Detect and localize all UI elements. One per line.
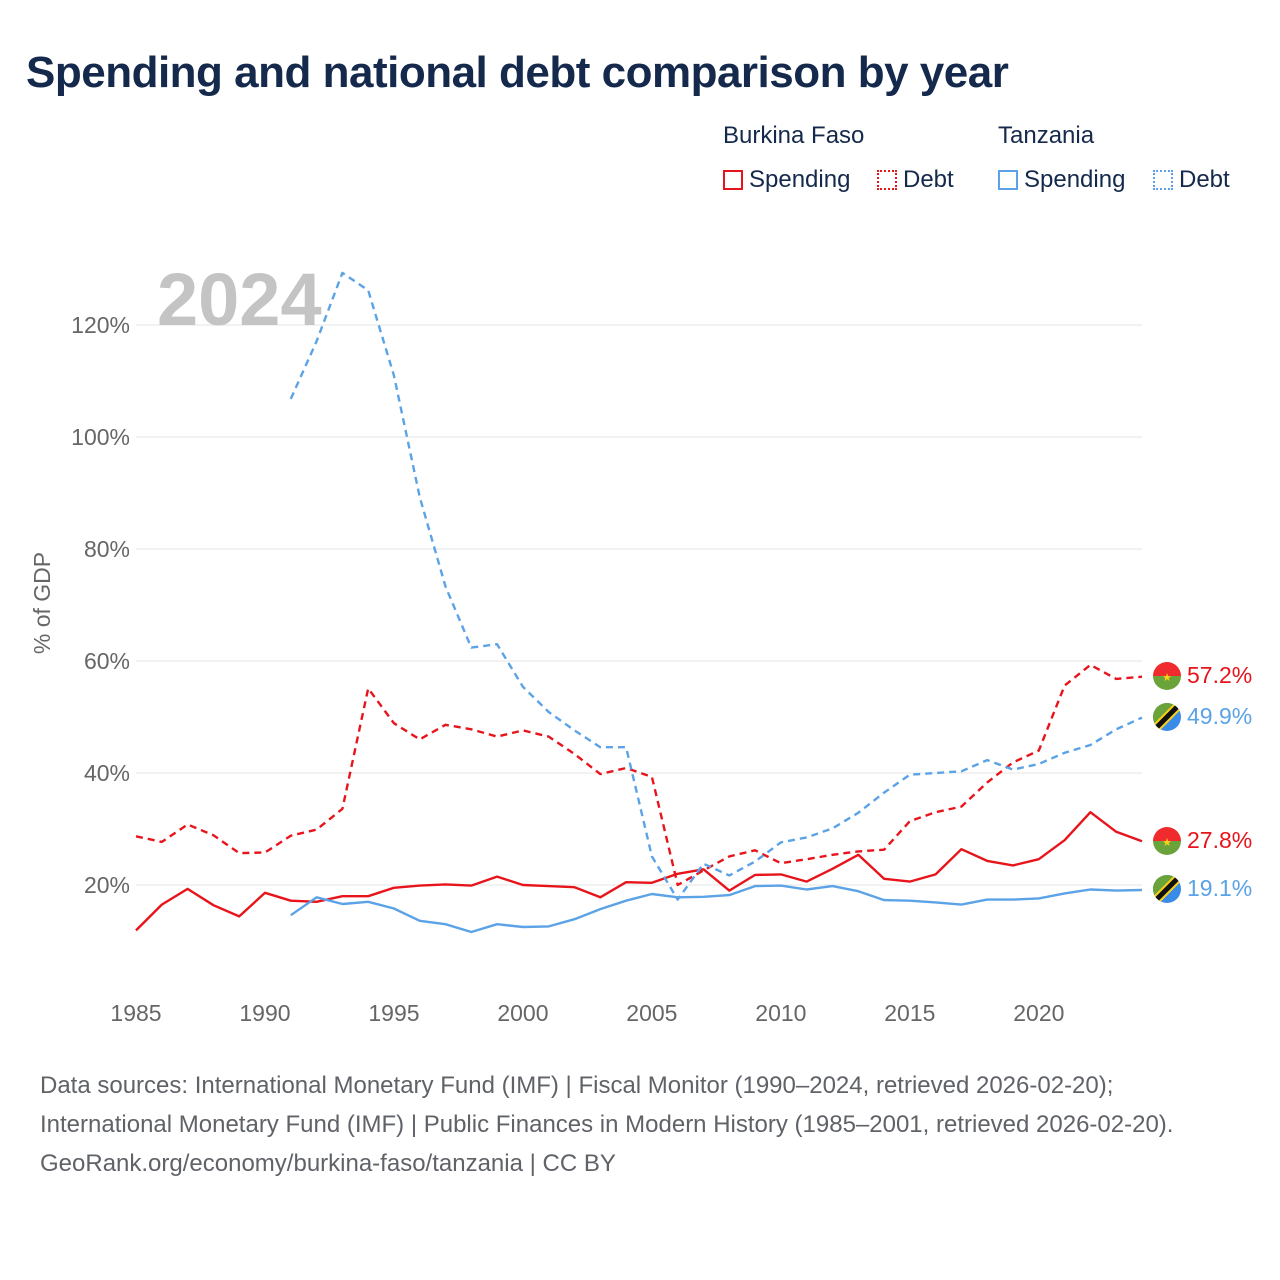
legend-label: Spending [749, 166, 851, 193]
legend-swatch-dotted [1153, 170, 1173, 190]
series-line-tanzania-debt[interactable] [289, 271, 1143, 901]
series-line-burkina-faso-debt[interactable] [135, 663, 1143, 887]
legend-swatch-solid [723, 170, 743, 190]
year-watermark: 2024 [157, 258, 322, 341]
flag-burkina-faso-debt-icon: ★ [1153, 662, 1181, 690]
legend-label: Spending [1024, 166, 1126, 193]
series-line-burkina-faso-spending[interactable] [135, 811, 1143, 932]
data-sources-text: Data sources: International Monetary Fun… [40, 1072, 1174, 1138]
x-tick-label: 1985 [110, 1000, 161, 1026]
legend-item-tanzania-spending[interactable]: Spending [998, 166, 1125, 194]
y-tick-label: 60% [84, 648, 130, 674]
x-tick-label: 2015 [884, 1000, 935, 1026]
grid-lines [136, 324, 1142, 886]
chart-title: Spending and national debt comparison by… [26, 48, 1009, 97]
legend-label: Debt [1179, 166, 1230, 193]
legend-swatch-solid [998, 170, 1018, 190]
y-tick-label: 100% [71, 424, 130, 450]
flag-tanzania-spending-icon [1153, 875, 1181, 903]
x-tick-label: 2005 [626, 1000, 677, 1026]
legend-group-tanzania: Tanzania [998, 122, 1095, 149]
y-axis-label: % of GDP [29, 552, 55, 654]
series-lines [135, 271, 1143, 934]
source-notes: Data sources: International Monetary Fun… [40, 1066, 1240, 1183]
y-tick-label: 20% [84, 872, 130, 898]
end-label-burkina-spending: 27.8% [1187, 827, 1252, 853]
legend-item-burkina-debt[interactable]: Debt [877, 166, 954, 194]
y-tick-label: 120% [71, 312, 130, 338]
svg-text:★: ★ [1162, 672, 1172, 684]
legend-swatch-dotted [877, 170, 897, 190]
x-tick-label: 1995 [368, 1000, 419, 1026]
y-tick-label: 40% [84, 760, 130, 786]
x-tick-label: 1990 [239, 1000, 290, 1026]
y-tick-label: 80% [84, 536, 130, 562]
svg-text:★: ★ [1162, 837, 1172, 849]
end-label-tanzania-spending: 19.1% [1187, 875, 1252, 901]
flag-tanzania-debt-icon [1153, 703, 1181, 731]
attribution-link[interactable]: GeoRank.org/economy/burkina-faso/tanzani… [40, 1150, 616, 1177]
x-tick-label: 2000 [497, 1000, 548, 1026]
axis-ticks: 20% 40% 60% 80% 100% 120% 1985 1990 1995 2000 2005… [71, 312, 1064, 1026]
x-tick-label: 2020 [1013, 1000, 1064, 1026]
legend-group-burkina-faso: Burkina Faso [723, 122, 865, 149]
line-chart: 2024 % of GDP 20% 40% 60% 80% 100% 120% 1985 19… [29, 258, 1252, 1026]
end-label-tanzania-debt: 49.9% [1187, 703, 1252, 729]
end-label-burkina-debt: 57.2% [1187, 662, 1252, 688]
legend-item-burkina-spending[interactable]: Spending [723, 166, 850, 194]
legend-item-tanzania-debt[interactable]: Debt [1153, 166, 1230, 194]
flag-burkina-faso-spending-icon: ★ [1153, 827, 1181, 855]
legend-label: Debt [903, 166, 954, 193]
x-tick-label: 2010 [755, 1000, 806, 1026]
series-line-tanzania-spending[interactable] [290, 884, 1143, 934]
